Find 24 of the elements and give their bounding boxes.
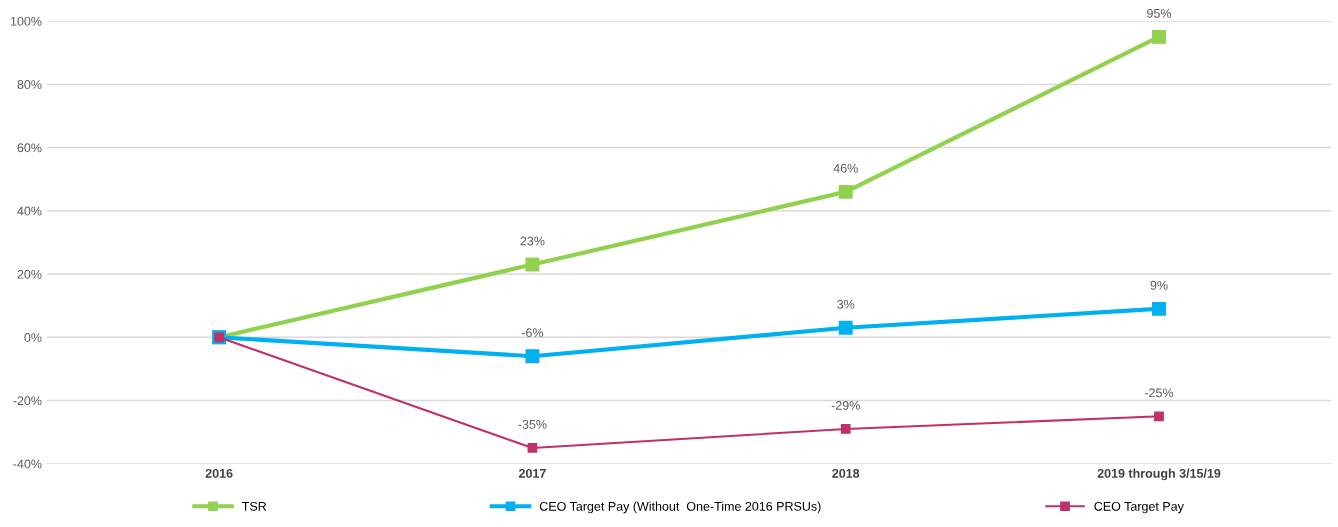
y-tick-label: 60% [17,143,42,153]
x-tick-label: 2019 through 3/15/19 [1097,468,1221,481]
y-tick-label: 0% [24,333,42,342]
data-label: 9% [1150,280,1168,290]
data-label: 95% [1147,8,1172,18]
data-label: 23% [520,236,545,246]
y-tick-label: -40% [13,459,42,469]
x-tick-label: 2018 [832,468,860,478]
y-tick-label: -20% [13,396,42,406]
y-tick-label: 100% [10,16,42,26]
y-tick-label: 40% [17,206,42,216]
legend-label: CEO Target Pay (Without One-Time 2016 PRSUs) [539,501,821,514]
data-label: -6% [521,328,544,338]
y-tick-label: 80% [17,80,42,89]
data-label: -25% [1144,388,1174,398]
data-label: -35% [518,419,547,429]
data-label: 3% [837,299,855,309]
legend-label: CEO Target Pay [1094,501,1184,514]
x-tick-label: 2017 [518,468,546,478]
data-label: -29% [831,400,860,410]
x-tick-label: 2016 [205,468,233,478]
legend-label: TSR [242,501,267,511]
y-tick-label: 20% [17,269,42,279]
data-label: 46% [833,163,858,173]
